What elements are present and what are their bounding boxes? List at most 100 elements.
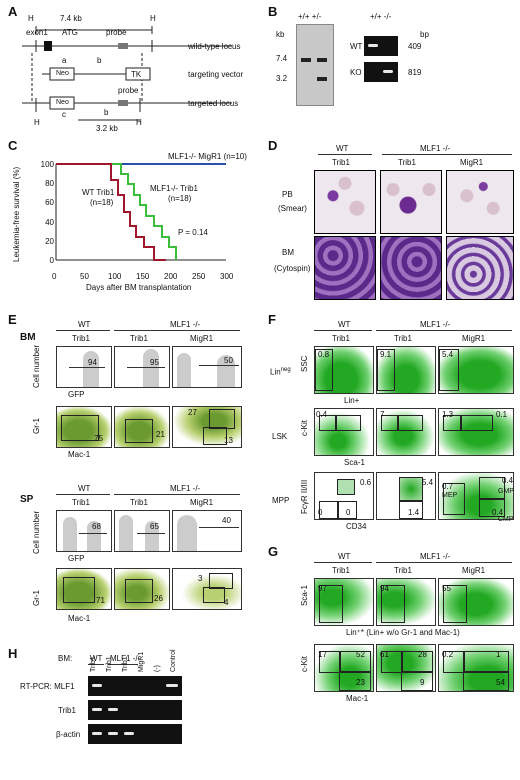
b-bp409: 409 <box>408 42 422 51</box>
a-probe: probe <box>106 28 127 37</box>
c-legend-ko-2: (n=18) <box>168 194 192 203</box>
dot-f-lsk-ko-migr1 <box>438 408 514 456</box>
e-sp-gr1: Gr-1 <box>32 590 41 606</box>
f-ckit: c-Kit <box>300 420 309 436</box>
gel-trib1 <box>88 700 182 720</box>
a-b: b <box>97 56 102 65</box>
dot-f-mpp-wt <box>314 472 374 520</box>
dot-sp-ko-migr1 <box>172 568 242 610</box>
e-sp-gr-trib1: 26 <box>154 594 163 603</box>
a-h-left: H <box>28 14 34 23</box>
e-bm-gr-wt: 75 <box>94 434 103 443</box>
b-kb: kb <box>276 30 285 39</box>
a-targeted-locus: targeted locus <box>188 99 239 108</box>
a-neo-label-2: Neo <box>56 99 69 106</box>
series-ko-trib1 <box>56 163 177 260</box>
f-lin-wt: 0.8 <box>318 350 330 359</box>
c-legend-wt-1: WT Trib1 <box>82 188 115 197</box>
a-atg: ATG <box>62 28 78 37</box>
f-lsk-trib1: 7 <box>380 410 385 419</box>
hist-sp-wt <box>56 510 112 552</box>
micrograph-pb-ko-trib1 <box>380 170 442 234</box>
f-mpp-wt-a: 0.6 <box>360 478 372 487</box>
b-kb32: 3.2 <box>276 74 288 83</box>
a-neo-label: Neo <box>56 70 69 77</box>
f-cmp: CMP <box>498 516 514 523</box>
g-bot-wt-b: 52 <box>356 650 365 659</box>
e-mlf: MLF1 -/- <box>170 320 201 329</box>
panel-label-g: G <box>268 544 279 559</box>
f-trib1b: Trib1 <box>394 334 412 343</box>
e-sp-gfp: GFP <box>68 554 85 563</box>
southern-blot <box>296 24 334 106</box>
g-migr1: MigR1 <box>462 566 486 575</box>
e-sp-migr1: MigR1 <box>190 498 214 507</box>
gene-targeting-diagram <box>22 26 232 121</box>
dot-sp-wt <box>56 568 112 610</box>
b-genotypes-2: +/+ -/- <box>370 12 392 21</box>
survival-curve-chart <box>55 163 226 261</box>
g-bot-migr1-b: 1 <box>496 650 501 659</box>
e-cellnum: Cell number <box>32 344 41 388</box>
f-lsk: LSK <box>272 432 288 441</box>
g-bot-migr1-a: 0.2 <box>442 650 454 659</box>
g-trib1: Trib1 <box>332 566 350 575</box>
panel-label-a: A <box>8 4 18 19</box>
f-mpp-wt-c: 0 <box>346 508 351 517</box>
f-mpp-migr1-c: 0.4 <box>492 508 504 517</box>
a-targeting-vector: targeting vector <box>188 70 244 79</box>
f-gmp: GMP <box>498 488 514 495</box>
b-genotypes-1: +/+ +/- <box>298 12 322 21</box>
e-sp-mlf: MLF1 -/- <box>170 484 201 493</box>
g-bot-migr1-c: 54 <box>496 678 505 687</box>
g-bot-trib1-b: 28 <box>418 650 427 659</box>
dot-g-bot-ko-migr1 <box>438 644 514 692</box>
dot-f-mpp-ko-migr1 <box>438 472 514 520</box>
b-wt: WT <box>350 42 363 51</box>
h-lane-label: Trib1 <box>90 656 97 672</box>
c-ytick: 80 <box>45 179 54 189</box>
f-lsk-migr1-a: 1.3 <box>442 410 454 419</box>
e-bm-gfp-trib1: 95 <box>150 358 159 367</box>
e-sp-gfp-trib1: 65 <box>150 522 159 531</box>
a-b-2: b <box>104 108 109 117</box>
dot-g-top-wt <box>314 578 374 626</box>
d-pb: PB <box>282 190 293 199</box>
c-ytick: 20 <box>45 236 54 246</box>
c-xlabel: Days after BM transplantation <box>86 283 192 292</box>
panel-label-d: D <box>268 138 278 153</box>
e-sp: SP <box>20 494 34 505</box>
c-ytick: 0 <box>49 256 54 265</box>
pcr-gel-ko <box>364 62 398 82</box>
f-mpp-trib1-a: 5.4 <box>422 478 434 487</box>
hist-sp-ko-migr1 <box>172 510 242 552</box>
b-kb74: 7.4 <box>276 54 288 63</box>
e-mac1: Mac-1 <box>68 450 91 459</box>
g-mac1: Mac-1 <box>346 694 369 703</box>
c-xtick: 100 <box>108 272 122 281</box>
h-bm: BM: <box>58 654 73 663</box>
f-lsk-migr1-b: 0.1 <box>496 410 508 419</box>
e-bm-gfp-migr1: 50 <box>224 356 233 365</box>
c-ytick: 40 <box>45 217 54 227</box>
e-sp-gfp-migr1: 40 <box>222 516 231 525</box>
dot-bm-ko-migr1 <box>172 406 242 448</box>
h-lane-label: (-) <box>154 665 161 672</box>
g-bot-trib1-a: 61 <box>380 650 389 659</box>
d-mlf: MLF1 -/- <box>420 144 451 153</box>
pcr-gel-wt <box>364 36 398 56</box>
c-ytick: 100 <box>40 160 54 169</box>
d-trib1: Trib1 <box>332 158 350 167</box>
dot-f-lsk-wt <box>314 408 374 456</box>
f-trib1: Trib1 <box>332 334 350 343</box>
e-sp-trib1: Trib1 <box>72 498 90 507</box>
e-wt: WT <box>78 320 91 329</box>
f-cd34: CD34 <box>346 522 367 531</box>
micrograph-pb-wt <box>314 170 376 234</box>
g-top-wt: 97 <box>318 584 327 593</box>
panel-label-e: E <box>8 312 17 327</box>
h-lane-label: Trib1 <box>122 656 129 672</box>
g-ckit: c-Kit <box>300 656 309 672</box>
e-sp-trib1b: Trib1 <box>130 498 148 507</box>
c-xtick: 50 <box>80 272 89 281</box>
